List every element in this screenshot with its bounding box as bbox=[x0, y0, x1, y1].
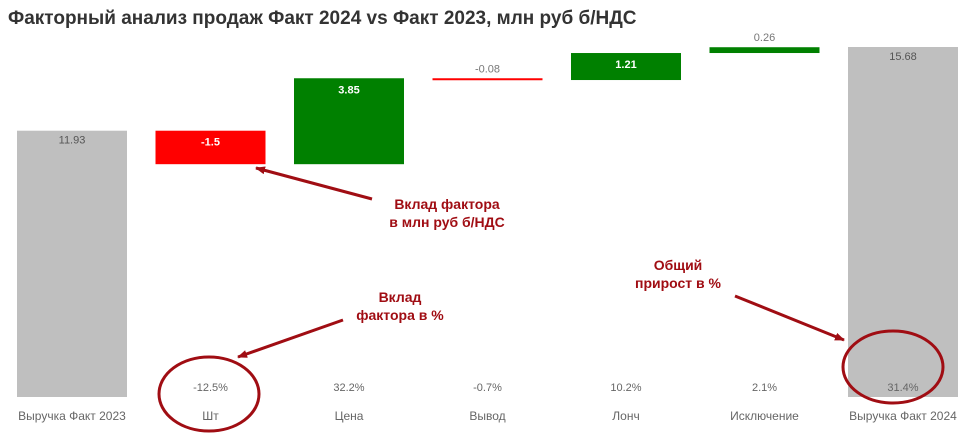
annotation-factor-mln: Вклад фактора в млн руб б/НДС bbox=[389, 196, 505, 230]
value-label-вывод: -0.08 bbox=[475, 63, 500, 75]
annotation-factor-pct: Вклад фактора в % bbox=[356, 289, 444, 323]
bar-выручка-факт-2023 bbox=[17, 130, 127, 397]
category-label-исключение: Исключение bbox=[730, 409, 799, 423]
bar-вывод bbox=[432, 78, 543, 81]
percent-label-лонч: 10.2% bbox=[610, 382, 641, 394]
highlight-circle-total bbox=[841, 329, 945, 405]
bar-выручка-факт-2024 bbox=[848, 47, 958, 397]
percent-label-шт: -12.5% bbox=[193, 382, 228, 394]
annotation-total-pct: Общий прирост в % bbox=[634, 257, 721, 291]
annotation-arrow-total bbox=[734, 294, 845, 342]
category-label-цена: Цена bbox=[335, 409, 364, 423]
value-label-исключение: 0.26 bbox=[754, 32, 775, 44]
bar-лонч bbox=[571, 53, 681, 81]
value-label-шт: -1.5 bbox=[201, 137, 220, 149]
category-label-лонч: Лонч bbox=[612, 409, 639, 423]
value-label-цена: 3.85 bbox=[338, 84, 359, 96]
bar-исключение bbox=[709, 47, 820, 54]
category-label-шт: Шт bbox=[202, 409, 219, 423]
bar-цена bbox=[294, 78, 404, 165]
percent-label-вывод: -0.7% bbox=[473, 382, 502, 394]
percent-label-исключение: 2.1% bbox=[752, 382, 777, 394]
chart-title: Факторный анализ продаж Факт 2024 vs Фак… bbox=[8, 8, 637, 29]
value-label-лонч: 1.21 bbox=[615, 59, 636, 71]
bar-шт bbox=[155, 130, 266, 165]
annotation-arrow-pct bbox=[237, 318, 344, 359]
category-label-выручка-факт-2024: Выручка Факт 2024 bbox=[849, 409, 957, 423]
category-label-выручка-факт-2023: Выручка Факт 2023 bbox=[18, 409, 126, 423]
value-label-выручка-факт-2023: 11.93 bbox=[59, 135, 86, 147]
percent-label-цена: 32.2% bbox=[333, 382, 364, 394]
category-label-вывод: Вывод bbox=[469, 409, 505, 423]
value-label-выручка-факт-2024: 15.68 bbox=[889, 51, 917, 63]
annotation-arrow-mln bbox=[255, 166, 373, 201]
percent-label-выручка-факт-2024: 31.4% bbox=[887, 382, 918, 394]
highlight-circle-pct bbox=[157, 355, 261, 433]
